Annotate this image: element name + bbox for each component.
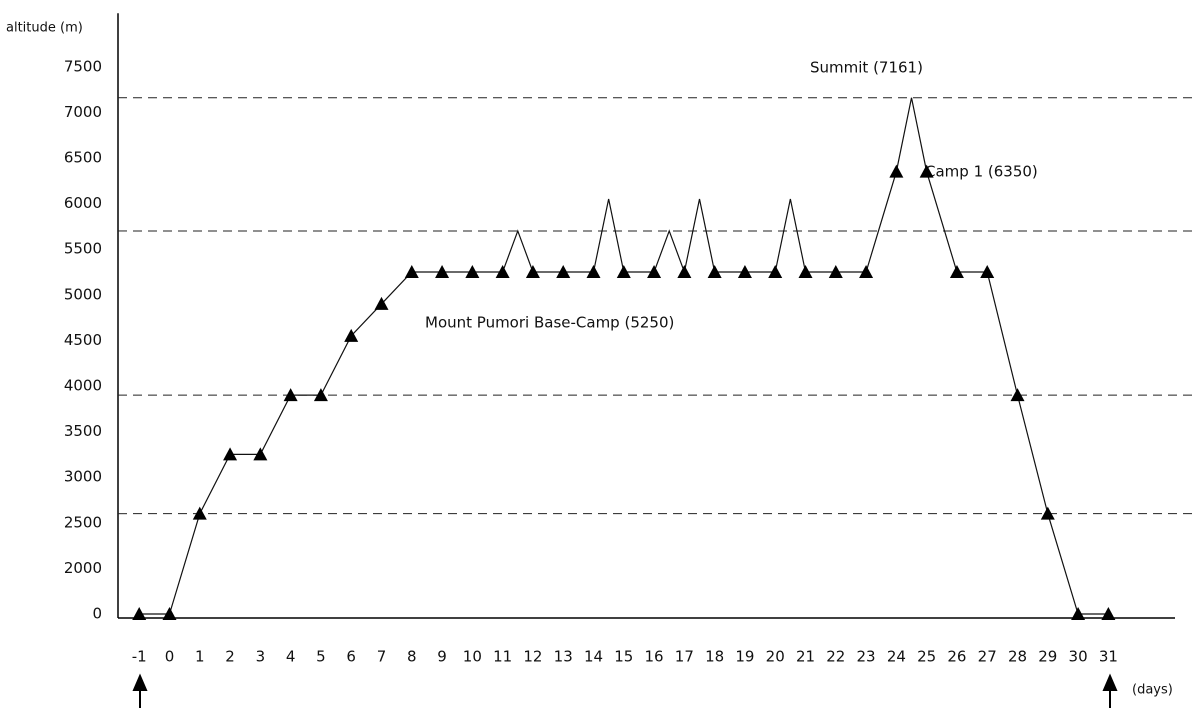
x-tick-label: 18 (705, 648, 724, 666)
annotation: Summit (7161) (810, 59, 923, 77)
x-tick-label: 24 (887, 648, 906, 666)
x-tick-label: 17 (675, 648, 694, 666)
x-tick-label: 5 (316, 648, 326, 666)
x-tick-label: 14 (584, 648, 603, 666)
x-tick-label: 4 (286, 648, 296, 666)
y-tick-label: 2500 (64, 513, 102, 531)
x-tick-label: 3 (256, 648, 266, 666)
x-tick-label: -1 (132, 648, 147, 666)
marker (677, 265, 692, 278)
x-tick-label: 26 (947, 648, 966, 666)
marker (374, 296, 389, 310)
arrow (132, 673, 148, 708)
x-tick-label: 2 (225, 648, 235, 666)
marker (1010, 388, 1025, 402)
x-tick-label: 11 (493, 648, 512, 666)
marker (616, 265, 631, 278)
marker (859, 265, 874, 278)
marker (980, 265, 995, 278)
marker (1071, 607, 1086, 620)
marker (949, 265, 964, 278)
marker (556, 265, 571, 278)
marker (737, 265, 752, 278)
x-tick-label: 10 (463, 648, 482, 666)
x-tick-label: 20 (766, 648, 785, 666)
x-tick-label: 31 (1099, 648, 1118, 666)
x-tick-label: 29 (1038, 648, 1057, 666)
y-tick-label: 4000 (64, 377, 102, 395)
x-tick-label: 1 (195, 648, 205, 666)
y-tick-label: 4500 (64, 331, 102, 349)
x-tick-label: 23 (857, 648, 876, 666)
x-tick-label: 25 (917, 648, 936, 666)
y-tick-label: 3000 (64, 468, 102, 486)
arrow (1102, 673, 1118, 708)
x-tick-label: 8 (407, 648, 417, 666)
x-tick-label: 15 (614, 648, 633, 666)
marker (647, 265, 662, 278)
x-tick-label: 27 (978, 648, 997, 666)
marker (313, 388, 328, 402)
marker (283, 388, 298, 402)
marker (132, 607, 147, 620)
marker (889, 164, 904, 178)
x-tick-label: 16 (645, 648, 664, 666)
marker (465, 265, 480, 278)
marker (919, 164, 934, 178)
marker (344, 328, 359, 342)
marker (404, 265, 419, 278)
x-tick-label: 0 (165, 648, 175, 666)
x-tick-label: 21 (796, 648, 815, 666)
marker (192, 506, 207, 520)
y-tick-label: 0 (92, 605, 102, 623)
marker (223, 447, 238, 461)
y-tick-label: 6000 (64, 194, 102, 212)
y-tick-label: 3500 (64, 422, 102, 440)
marker (586, 265, 601, 278)
x-axis-label: (days) (1132, 683, 1173, 698)
marker (495, 265, 510, 278)
x-tick-label: 28 (1008, 648, 1027, 666)
y-axis-label: altitude (m) (6, 21, 83, 36)
annotation: Camp 1 (6350) (925, 163, 1038, 181)
marker (525, 265, 540, 278)
marker (162, 607, 177, 620)
marker (828, 265, 843, 278)
y-tick-label: 7500 (64, 57, 102, 75)
x-tick-label: 22 (826, 648, 845, 666)
y-tick-label: 5000 (64, 285, 102, 303)
marker (435, 265, 450, 278)
x-tick-label: 12 (523, 648, 542, 666)
marker (768, 265, 783, 278)
x-tick-label: 30 (1069, 648, 1088, 666)
x-tick-label: 7 (377, 648, 387, 666)
x-tick-label: 13 (554, 648, 573, 666)
x-tick-label: 6 (346, 648, 356, 666)
marker (798, 265, 813, 278)
y-tick-label: 5500 (64, 240, 102, 258)
x-tick-label: 19 (735, 648, 754, 666)
x-tick-label: 9 (437, 648, 447, 666)
marker (1040, 506, 1055, 520)
y-tick-label: 7000 (64, 103, 102, 121)
marker (707, 265, 722, 278)
annotation: Mount Pumori Base-Camp (5250) (425, 314, 674, 332)
y-tick-label: 6500 (64, 149, 102, 167)
marker (1101, 607, 1116, 620)
marker (253, 447, 268, 461)
y-tick-label: 2000 (64, 559, 102, 577)
